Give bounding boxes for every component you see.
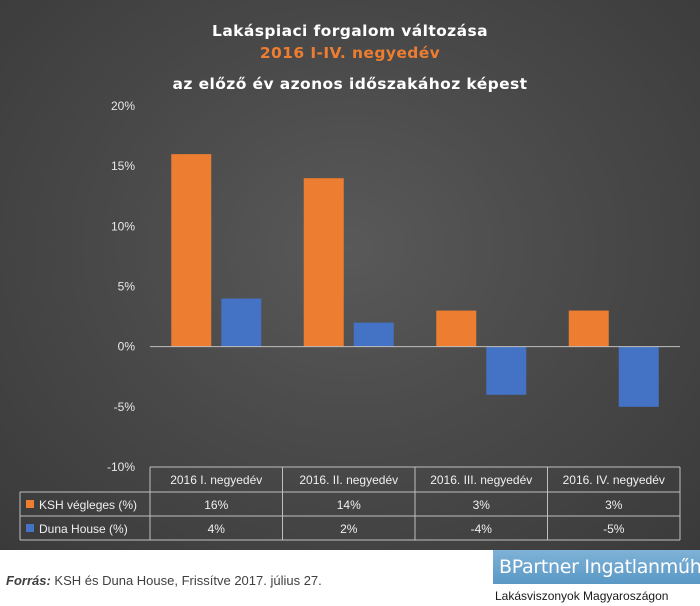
legend-swatch bbox=[26, 500, 34, 508]
y-tick-label: 5% bbox=[118, 280, 136, 294]
brand-logo: BPartner Ingatlanműhely Lakásviszonyok M… bbox=[493, 550, 700, 606]
bar-ksh bbox=[303, 178, 344, 347]
data-label: 16% bbox=[204, 498, 228, 512]
brand-tagline: Lakásviszonyok Magyaroszágon bbox=[495, 589, 669, 603]
legend-label: KSH végleges (%) bbox=[39, 498, 137, 512]
y-tick-label: 0% bbox=[118, 340, 136, 354]
bar-chart: 20% 15% 10% 5% 0% -5% -10% 2016 I. negyedév 2016… bbox=[19, 99, 681, 541]
data-label: 2% bbox=[340, 522, 358, 536]
category-label: 2016 I. negyedév bbox=[170, 473, 262, 487]
data-label: -5% bbox=[603, 522, 625, 536]
legend-label: Duna House (%) bbox=[39, 522, 128, 536]
chart-subtitle-period: 2016 I-IV. negyedév bbox=[259, 44, 441, 62]
category-label: 2016. IV. negyedév bbox=[563, 473, 665, 487]
source-label: Forrás: bbox=[6, 573, 51, 588]
data-label: 14% bbox=[337, 498, 361, 512]
bar-duna-house bbox=[221, 298, 262, 347]
data-label: 3% bbox=[605, 498, 623, 512]
data-label: -4% bbox=[471, 522, 493, 536]
source-text: KSH és Duna House, Frissítve 2017. júliu… bbox=[54, 573, 322, 588]
category-label: 2016. III. negyedév bbox=[430, 473, 532, 487]
legend-swatch bbox=[26, 524, 34, 532]
brand-name: BPartner Ingatlanműhely bbox=[493, 550, 700, 584]
bar-duna-house bbox=[353, 322, 394, 347]
category-label: 2016. II. negyedév bbox=[299, 473, 398, 487]
source-note: Forrás: KSH és Duna House, Frissítve 201… bbox=[6, 573, 322, 588]
bar-ksh bbox=[568, 310, 609, 347]
chart-title: Lakáspiaci forgalom változása bbox=[212, 22, 488, 40]
footer: Forrás: KSH és Duna House, Frissítve 201… bbox=[0, 550, 700, 606]
bar-duna-house bbox=[618, 346, 659, 407]
chart-area: Lakáspiaci forgalom változása 2016 I-IV.… bbox=[0, 0, 700, 550]
bar-ksh bbox=[436, 310, 477, 347]
data-label: 4% bbox=[208, 522, 226, 536]
data-label: 3% bbox=[473, 498, 491, 512]
chart-subtitle-comparison: az előző év azonos időszakához képest bbox=[172, 75, 528, 93]
y-tick-label: 20% bbox=[111, 99, 135, 113]
y-tick-label: 10% bbox=[111, 219, 135, 233]
bar-ksh bbox=[171, 154, 212, 347]
y-tick-label: -10% bbox=[107, 460, 135, 474]
y-tick-label: -5% bbox=[114, 400, 136, 414]
y-tick-label: 15% bbox=[111, 159, 135, 173]
bar-duna-house bbox=[486, 346, 527, 395]
